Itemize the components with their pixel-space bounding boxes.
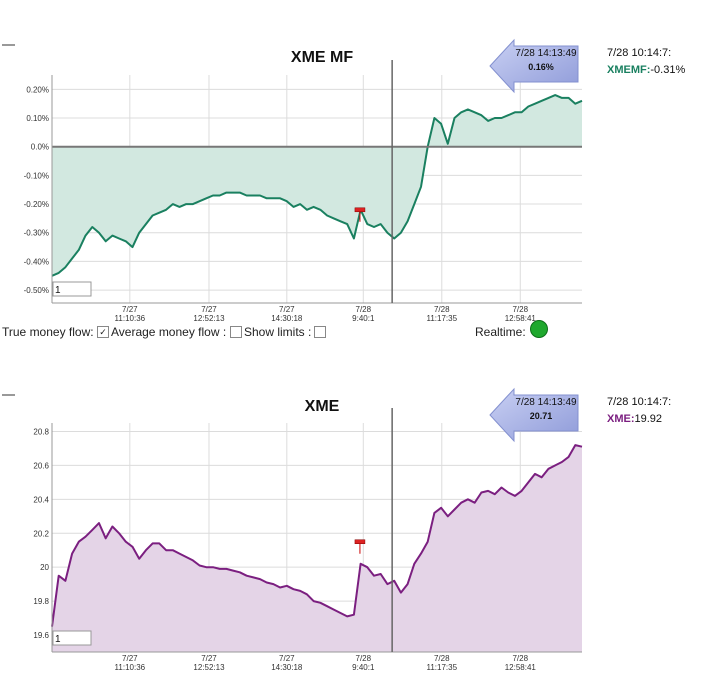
y-tick-label: 20.8 [33,427,49,436]
cursor-value: 0.16% [528,62,554,72]
y-tick-label: 20.2 [33,529,49,538]
x-tick-label: 11:10:36 [115,663,146,672]
series-line [51,444,583,627]
readout-name: XME: [607,413,635,425]
cursor-time: 7/28 14:13:49 [515,397,577,408]
x-tick-label: 7/28 [356,654,372,663]
area-fill [52,445,582,652]
range-input-value: 1 [55,634,61,645]
y-tick-label: -0.20% [24,200,49,209]
x-tick-label: 7/28 [434,654,450,663]
x-tick-label: 7/28 [512,654,528,663]
cursor-time: 7/28 14:13:49 [515,48,577,59]
y-tick-label: 0.10% [26,114,49,123]
cursor-arrow [489,38,579,94]
control-label: Realtime: [475,325,526,339]
x-tick-label: 11:17:35 [427,663,458,672]
y-tick-label: -0.40% [24,257,49,266]
x-tick-label: 11:10:36 [115,314,146,323]
checkbox[interactable] [314,326,326,338]
x-tick-label: 7/28 [356,305,372,314]
y-tick-label: 0.0% [31,143,49,152]
checkbox[interactable]: ✓ [97,326,109,338]
x-tick-label: 11:17:35 [427,314,458,323]
readout-value: -0.31% [650,64,685,76]
cursor-value: 20.71 [530,411,553,421]
y-tick-label: 0.20% [26,85,49,94]
readout-value: 19.92 [635,413,663,425]
x-tick-label: 12:58:41 [505,663,537,672]
control-label: True money flow: [2,325,94,339]
x-tick-label: 14:30:18 [271,663,303,672]
x-tick-label: 7/27 [122,305,138,314]
chart-title: XME [305,398,340,415]
readout-name: XMEMF: [607,64,650,76]
x-tick-label: 7/27 [201,654,217,663]
readout-time: 7/28 10:14:7: [607,396,671,408]
x-tick-label: 9:40:1 [352,663,375,672]
x-tick-label: 12:52:13 [193,663,225,672]
x-tick-label: 14:30:18 [271,314,303,323]
realtime-indicator[interactable] [530,320,548,338]
x-tick-label: 12:52:13 [193,314,225,323]
readout: XMEMF:-0.31% [607,64,685,76]
range-input[interactable] [52,630,92,646]
y-tick-label: 19.6 [33,631,49,640]
x-tick-label: 9:40:1 [352,314,375,323]
y-tick-label: -0.10% [24,171,49,180]
series-line [51,94,583,277]
range-input[interactable] [52,281,92,297]
flag [354,207,366,213]
y-tick-label: 20.6 [33,461,49,470]
x-tick-label: 12:58:41 [505,314,537,323]
flag [354,539,366,544]
checkbox[interactable] [230,326,242,338]
chart-title: XME MF [291,49,353,66]
x-tick-label: 7/28 [512,305,528,314]
y-tick-label: -0.30% [24,229,49,238]
readout: XME:19.92 [607,413,662,425]
x-tick-label: 7/27 [122,654,138,663]
control-label: Show limits : [244,325,312,339]
y-tick-label: 19.8 [33,597,49,606]
y-tick-label: 20.4 [33,495,49,504]
cursor-arrow [489,387,579,443]
area-fill [52,95,582,276]
x-tick-label: 7/28 [434,305,450,314]
x-tick-label: 7/27 [201,305,217,314]
y-tick-label: -0.50% [24,286,49,295]
x-tick-label: 7/27 [279,654,295,663]
control-label: Average money flow : [111,325,227,339]
readout-time: 7/28 10:14:7: [607,47,671,59]
range-input-value: 1 [55,285,61,296]
y-tick-label: 20 [40,563,49,572]
x-tick-label: 7/27 [279,305,295,314]
